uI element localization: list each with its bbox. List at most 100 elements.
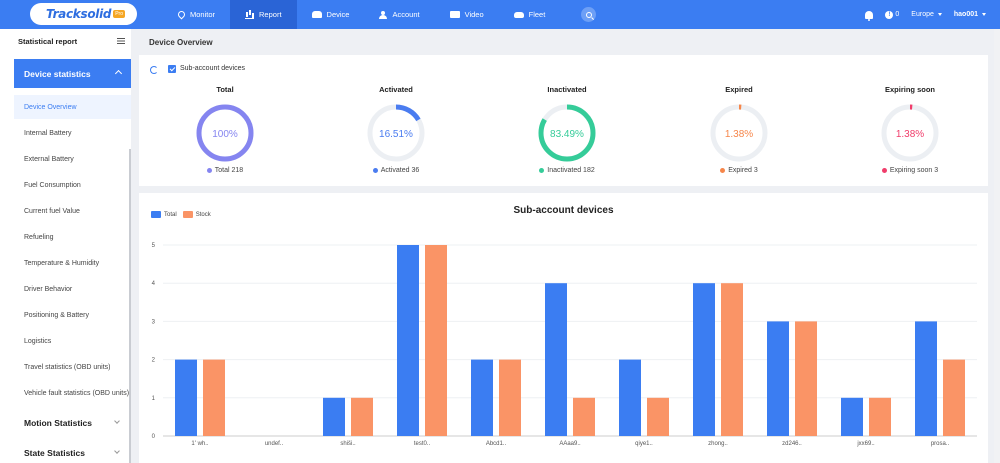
- stat-expired: Expired 1.38% Expired 3: [679, 85, 799, 174]
- bar-total: [471, 359, 493, 436]
- bar-total: [915, 321, 937, 436]
- legend-dot: [372, 168, 378, 173]
- stat-title: Total: [216, 85, 234, 94]
- x-tick-label: zd246..: [782, 441, 802, 447]
- nav-monitor[interactable]: Monitor: [163, 0, 230, 29]
- nav-device[interactable]: Device: [297, 0, 365, 29]
- x-tick-label: test0..: [414, 441, 431, 447]
- region-selector[interactable]: Europe: [911, 11, 942, 18]
- legend-dot: [720, 168, 726, 173]
- sidebar-item-vehicle-fault-statistics[interactable]: Vehicle fault statistics (OBD units): [24, 389, 130, 397]
- nav-account[interactable]: Account: [364, 0, 434, 29]
- bar-total: [397, 245, 419, 436]
- ring-percent: 1.38%: [725, 129, 753, 140]
- ring-arc: [710, 104, 768, 162]
- stat-legend: Expired 3: [679, 167, 799, 174]
- sidebar-item-device-overview[interactable]: Device Overview: [14, 95, 131, 119]
- bar-total: [767, 321, 789, 436]
- device-icon: [311, 11, 322, 18]
- stat-title: Activated: [379, 85, 413, 94]
- legend-label: Total: [164, 211, 177, 218]
- ring-percent: 16.51%: [379, 129, 413, 140]
- sidebar-header: Statistical report: [0, 29, 131, 54]
- sidebar-item-fuel-consumption[interactable]: Fuel Consumption: [24, 181, 81, 189]
- page-title: Device Overview: [149, 37, 213, 47]
- sidebar-item-travel-statistics[interactable]: Travel statistics (OBD units): [24, 363, 111, 371]
- sidebar-group-motion-statistics[interactable]: Motion Statistics: [14, 410, 131, 436]
- sidebar-group-device-statistics[interactable]: Device statistics: [14, 59, 131, 88]
- x-tick-label: qiye1..: [635, 441, 653, 447]
- main-nav: Monitor Report Device Account Video Flee…: [163, 0, 597, 29]
- nav-report[interactable]: Report: [230, 0, 297, 29]
- menu-icon[interactable]: [117, 38, 125, 40]
- overview-card: Sub-account devices Total 100% Total 218…: [139, 55, 988, 186]
- x-tick-label: zhong..: [708, 441, 728, 447]
- bar-stock: [795, 321, 817, 436]
- y-tick-label: 3: [152, 319, 156, 325]
- sub-account-checkbox[interactable]: [168, 65, 176, 73]
- bar-stock: [351, 397, 373, 436]
- stat-legend: Expiring soon 3: [850, 167, 970, 174]
- bar-total: [619, 359, 641, 436]
- stat-legend-text: Activated 36: [380, 167, 420, 174]
- bell-icon[interactable]: [865, 10, 874, 21]
- ring-arc: [881, 104, 939, 162]
- x-tick-label: prosa..: [931, 441, 950, 447]
- nav-fleet[interactable]: Fleet: [499, 0, 561, 29]
- bar-total: [841, 397, 863, 436]
- bar-total: [545, 283, 567, 436]
- stat-legend-text: Total 218: [214, 167, 244, 174]
- sidebar-item-temperature-humidity[interactable]: Temperature & Humidity: [24, 259, 100, 267]
- user-menu[interactable]: hao001: [954, 11, 986, 18]
- sidebar-item-driver-behavior[interactable]: Driver Behavior: [24, 285, 73, 293]
- sidebar: Statistical report Device statistics Dev…: [0, 29, 131, 463]
- y-tick-label: 0: [152, 434, 156, 440]
- y-tick-label: 2: [152, 358, 156, 364]
- sidebar-group-label: Device statistics: [24, 68, 91, 79]
- bar-total: [693, 283, 715, 436]
- bar-stock: [647, 397, 669, 436]
- chevron-up-icon: [114, 69, 123, 78]
- bar-stock: [203, 359, 225, 436]
- tracksolid-logo[interactable]: Tracksolid Pro: [30, 3, 137, 25]
- page-scrollbar[interactable]: [994, 29, 1000, 463]
- sidebar-item-current-fuel-value[interactable]: Current fuel Value: [24, 207, 80, 215]
- x-tick-label: shiši..: [340, 441, 356, 447]
- sidebar-group-state-statistics[interactable]: State Statistics: [14, 440, 131, 463]
- info-icon[interactable]: !: [885, 10, 894, 19]
- nav-fleet-label: Fleet: [528, 10, 546, 19]
- legend-item-total[interactable]: Total: [151, 211, 177, 218]
- search-button[interactable]: [581, 7, 597, 22]
- nav-account-label: Account: [392, 10, 420, 19]
- sidebar-item-logistics[interactable]: Logistics: [24, 337, 52, 345]
- legend-item-stock[interactable]: Stock: [182, 211, 211, 218]
- nav-device-label: Device: [326, 10, 350, 19]
- refresh-icon[interactable]: [150, 66, 158, 74]
- bar-stock: [425, 245, 447, 436]
- sidebar-item-positioning-battery[interactable]: Positioning & Battery: [24, 311, 89, 319]
- sidebar-item-external-battery[interactable]: External Battery: [24, 155, 74, 163]
- legend-dot: [206, 168, 212, 173]
- username: hao001: [953, 11, 978, 18]
- ring-percent: 100%: [212, 129, 238, 140]
- sidebar-scrollbar[interactable]: [129, 149, 131, 463]
- nav-report-label: Report: [259, 10, 282, 19]
- stat-total: Total 100% Total 218: [165, 85, 285, 174]
- legend-dot: [881, 168, 887, 173]
- chevron-down-icon: [114, 418, 120, 424]
- stat-activated: Activated 16.51% Activated 36: [336, 85, 456, 174]
- nav-video[interactable]: Video: [435, 0, 499, 29]
- stat-legend-text: Inactivated 182: [547, 167, 595, 174]
- legend-swatch: [182, 211, 193, 218]
- ring-percent: 83.49%: [550, 129, 584, 140]
- bar-stock: [573, 397, 595, 436]
- sidebar-item-refueling[interactable]: Refueling: [24, 233, 54, 241]
- sidebar-item-internal-battery[interactable]: Internal Battery: [24, 129, 72, 137]
- sidebar-group-label: State Statistics: [24, 448, 85, 458]
- video-icon: [449, 11, 460, 18]
- ring-arc: [367, 104, 425, 162]
- chart-title: Sub-account devices: [513, 205, 614, 216]
- notification-count[interactable]: 0: [895, 11, 900, 18]
- nav-monitor-label: Monitor: [190, 10, 216, 19]
- region-label: Europe: [911, 11, 934, 18]
